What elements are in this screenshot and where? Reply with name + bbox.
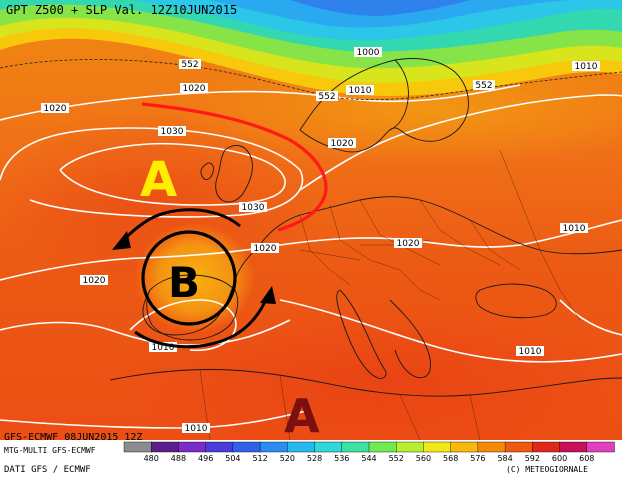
colorbar-tick-label: 504: [225, 454, 240, 463]
isobar-label-bg: [149, 342, 177, 352]
colorbar-tick-label: 480: [144, 454, 159, 463]
high-pressure-label-south: A: [284, 389, 320, 443]
coastlines: [109, 58, 622, 397]
isobar-label: 552: [318, 92, 335, 102]
isobar-label-bg: [560, 223, 588, 233]
colorbar-tick-label: 584: [497, 454, 512, 463]
colorbar-swatch: [396, 441, 425, 453]
isobar-label-bg: [80, 275, 108, 285]
isobar-label-bg: [572, 61, 600, 71]
colorbar-swatch: [368, 441, 397, 453]
isobar-label-bg: [251, 243, 279, 253]
isobar-label-bg: [41, 103, 69, 113]
colorbar-tick-label: 552: [389, 454, 404, 463]
circulation-arrow-lower-head: [260, 286, 276, 304]
colorbar-swatch: [205, 441, 234, 453]
colorbar-swatch: [504, 441, 534, 453]
isobar-label: 1020: [44, 104, 67, 114]
circulation-arrow-upper-head: [112, 231, 131, 250]
footer-copyright: (C) METEOGIORNALE: [506, 465, 588, 474]
low-center-circle: [141, 230, 237, 326]
isobar-label: 1010: [152, 343, 175, 353]
isobar-label-bg: [316, 91, 338, 101]
warm-zone-south: [120, 300, 622, 460]
colorbar-swatch: [532, 441, 561, 453]
isobar-label-bg: [158, 126, 186, 136]
map-title: GPT Z500 + SLP Val. 12Z10JUN2015: [6, 3, 238, 17]
colorbar-tick-label: 568: [443, 454, 458, 463]
high-pressure-label-north: A: [140, 152, 177, 208]
isobar-label-bg: [182, 423, 210, 433]
isobar-label-bg: [346, 85, 374, 95]
isobar-label: 1020: [254, 244, 277, 254]
colorbar-tick-label: 544: [361, 454, 376, 463]
colorbar-tick-label: 488: [171, 454, 186, 463]
colorbar-tick-label: 496: [198, 454, 213, 463]
colorbar-swatch: [259, 441, 289, 453]
colorbar-swatch: [423, 441, 452, 453]
isobar-label: 1020: [183, 84, 206, 94]
low-pressure-label: B: [168, 258, 200, 307]
colorbar-tick-label: 600: [552, 454, 567, 463]
isobar-label: 1020: [397, 239, 420, 249]
isobar-label-bg: [516, 346, 544, 356]
isobar-label-bg: [328, 138, 356, 148]
isobar-label: 1010: [185, 424, 208, 434]
isobar-label: 1020: [83, 276, 106, 286]
isobar-label: 552: [475, 81, 492, 91]
colorbar-swatch: [450, 441, 479, 453]
footer-run: GFS-ECMWF 08JUN2015 12Z: [4, 432, 143, 443]
colorbar-swatch: [314, 441, 343, 453]
isobar-label: 1030: [242, 203, 265, 213]
isobar-label: 1010: [519, 347, 542, 357]
colorbar-swatch: [287, 441, 316, 453]
colorbar: 480 488 496 504 512 520 528 536 544 552 560 568 576 5…: [123, 441, 615, 463]
colorbar-tick-label: 576: [470, 454, 485, 463]
colorbar-swatch: [341, 441, 370, 453]
isobar-label: 1010: [563, 224, 586, 234]
warm-front-line: [141, 102, 328, 232]
circulation-arrow-lower: [134, 294, 270, 349]
isobar-labels: 552 1000 1010 552 1010 552 1020 1020 1030 1020 103…: [41, 47, 600, 434]
isobar-label: 1000: [357, 48, 380, 58]
isobar-label: 552: [181, 60, 198, 70]
colorbar-tick-label: 560: [416, 454, 431, 463]
colorbar-tick-label: 512: [252, 454, 267, 463]
colorbar-swatch: [123, 441, 152, 453]
isobar-label: 1020: [331, 139, 354, 149]
colorbar-swatch: [586, 441, 615, 453]
colorbar-swatch: [178, 441, 207, 453]
isobar-lines: [0, 84, 622, 429]
isobar-label-bg: [394, 238, 422, 248]
isobar-label-bg: [180, 83, 208, 93]
colorbar-swatch: [151, 441, 180, 453]
colorbar-swatch: [232, 441, 261, 453]
isobar-label: 1010: [349, 86, 372, 96]
band-blue: [290, 0, 470, 16]
colorbar-swatch: [477, 441, 506, 453]
z552-contour: [0, 59, 622, 100]
isobar-label-bg: [473, 80, 495, 90]
colorbar-tick-label: 608: [579, 454, 594, 463]
colorbar-tick-label: 520: [280, 454, 295, 463]
footer-source: DATI GFS / ECMWF: [4, 465, 91, 475]
colorbar-tick-label: 528: [307, 454, 322, 463]
isobar-label: 1010: [575, 62, 598, 72]
footer-model: MTG-MULTI GFS-ECMWF: [4, 446, 96, 455]
colorbar-swatch: [559, 441, 588, 453]
isobar-label: 1030: [161, 127, 184, 137]
colorbar-tick-label: 536: [334, 454, 349, 463]
isobar-label-bg: [354, 47, 382, 57]
isobar-label-bg: [179, 59, 201, 69]
colorbar-tick-label: 592: [525, 454, 540, 463]
isobar-label-bg: [239, 202, 267, 212]
